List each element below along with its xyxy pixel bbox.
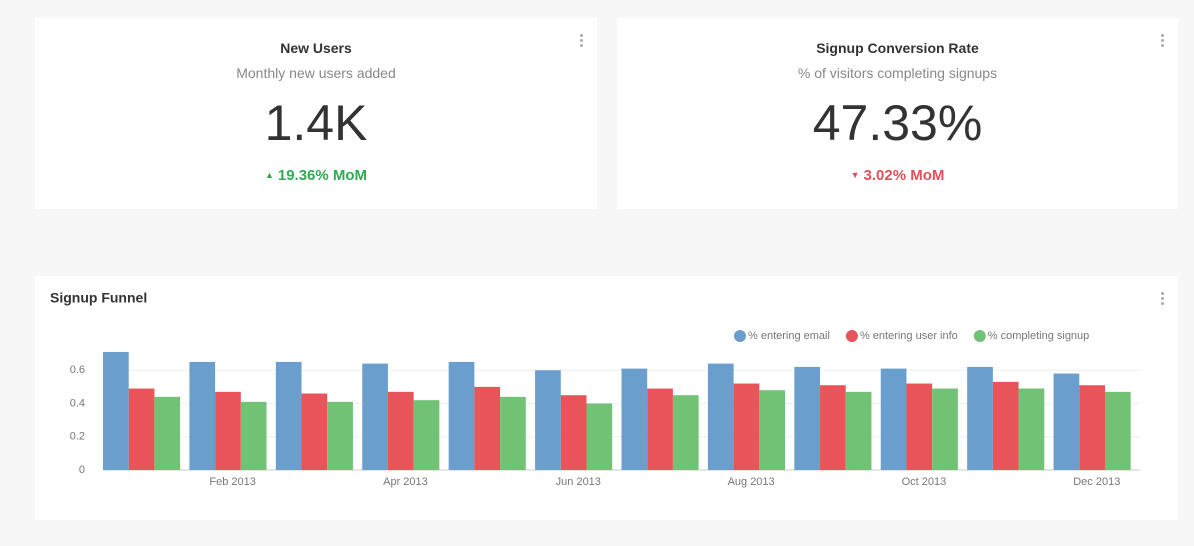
kpi-card: New Users Monthly new users added 1.4K ▲… <box>35 18 597 209</box>
chart-title: Signup Funnel <box>50 290 147 306</box>
x-tick-label: Dec 2013 <box>1073 476 1120 488</box>
menu-button[interactable] <box>580 34 583 49</box>
chart: Signup Funnel 0 0.2 0.4 0.6 % entering email… <box>50 290 1140 488</box>
legend-marker <box>845 330 858 342</box>
change-text: 3.02% MoM <box>863 167 945 184</box>
bar <box>1053 373 1080 470</box>
bar <box>362 363 388 470</box>
bar <box>672 395 699 470</box>
bar <box>387 391 414 470</box>
bar <box>189 361 216 470</box>
bar <box>560 395 587 470</box>
legend-label: % completing signup <box>988 330 1090 342</box>
x-tick-label: Oct 2013 <box>902 476 947 488</box>
card-subtitle: Monthly new users added <box>236 65 396 81</box>
kpi-change: ▲ 19.36% MoM <box>264 167 368 184</box>
y-tick-label: 0.6 <box>70 364 85 376</box>
bar <box>906 383 933 470</box>
bar <box>215 391 241 470</box>
bar <box>301 393 328 470</box>
bar <box>103 351 129 470</box>
bar <box>535 370 561 470</box>
legend-label: % entering email <box>748 330 830 342</box>
bar <box>275 361 302 470</box>
bar <box>880 368 907 470</box>
legend-label: % entering user info <box>860 330 958 342</box>
bar <box>1079 385 1105 470</box>
menu-button[interactable] <box>1161 34 1164 49</box>
bar <box>794 366 821 470</box>
bar <box>413 400 440 470</box>
legend-marker <box>973 330 986 342</box>
card-title: New Users <box>280 40 352 56</box>
bar <box>128 388 155 470</box>
bar <box>932 388 958 470</box>
bar <box>647 388 673 470</box>
bar <box>707 363 734 470</box>
y-tick-label: 0.4 <box>70 397 85 409</box>
bar <box>759 390 786 470</box>
bar <box>621 368 648 470</box>
bar <box>845 391 872 470</box>
x-tick-label: Aug 2013 <box>728 476 775 488</box>
x-tick-label: Jun 2013 <box>556 476 601 488</box>
bar <box>500 396 526 470</box>
legend-marker <box>734 330 746 342</box>
bar <box>967 366 993 470</box>
bar <box>327 401 353 470</box>
bar <box>733 383 760 470</box>
bar <box>1018 388 1045 470</box>
y-tick-label: 0 <box>79 464 85 476</box>
bar <box>474 386 501 470</box>
x-tick-label: Feb 2013 <box>209 476 255 488</box>
kpi-card: Signup Conversion Rate % of visitors com… <box>617 18 1178 209</box>
kpi-value: 47.33% <box>812 95 983 151</box>
kpi-change: ▼ 3.02% MoM <box>850 167 945 184</box>
card-title: Signup Conversion Rate <box>816 40 979 56</box>
change-text: 19.36% MoM <box>277 167 368 184</box>
bar <box>586 403 613 470</box>
chart-card: Signup Funnel 0 0.2 0.4 0.6 % entering email… <box>35 276 1178 520</box>
card-subtitle: % of visitors completing signups <box>797 65 998 81</box>
x-tick-label: Apr 2013 <box>383 476 428 488</box>
bar <box>240 401 267 470</box>
menu-button[interactable] <box>1161 292 1164 307</box>
bar <box>154 396 181 470</box>
bar <box>992 381 1019 470</box>
kpi-value: 1.4K <box>264 95 368 151</box>
bar <box>448 361 475 470</box>
y-tick-label: 0.2 <box>70 431 85 443</box>
bar <box>1104 391 1131 470</box>
bar <box>820 385 846 470</box>
